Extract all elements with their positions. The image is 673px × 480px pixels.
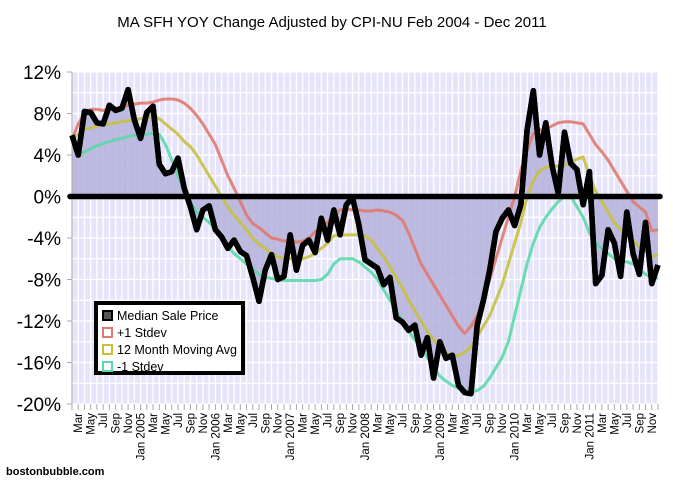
x-tick-label: Sep xyxy=(559,413,571,433)
x-tick-label: Mar xyxy=(73,413,85,433)
series-line--1-stdev xyxy=(70,97,659,335)
x-tick-label: Sep xyxy=(111,413,123,433)
x-tick-label: Mar xyxy=(372,413,384,433)
y-tick-label: 8% xyxy=(34,105,62,126)
x-tick-label: Nov xyxy=(348,413,360,434)
legend-swatch xyxy=(102,310,113,321)
x-tick-label: Jul xyxy=(472,413,484,428)
legend-label: -1 Stdev xyxy=(117,360,164,374)
x-tick-label: Nov xyxy=(198,413,210,434)
x-tick-label: Mar xyxy=(522,413,534,433)
legend-swatch xyxy=(102,361,113,372)
x-tick-label: May xyxy=(161,413,173,435)
y-tick-label: 12% xyxy=(23,63,61,84)
x-tick-label: Nov xyxy=(422,413,434,434)
legend-swatch xyxy=(102,327,113,338)
x-tick-label: May xyxy=(460,413,472,435)
y-tick-label: -16% xyxy=(17,354,61,375)
x-tick-label: Jan 2008 xyxy=(360,413,372,460)
x-tick-label: Jan 2006 xyxy=(210,413,222,460)
legend-label: Median Sale Price xyxy=(117,309,218,323)
legend-swatch xyxy=(102,344,113,355)
y-tick-label: -8% xyxy=(27,271,61,292)
y-tick-label: -20% xyxy=(17,395,61,416)
x-tick-label: Jul xyxy=(173,413,185,428)
x-tick-label: Jul xyxy=(622,413,634,428)
x-tick-label: Nov xyxy=(647,413,659,434)
x-tick-label: May xyxy=(535,413,547,435)
x-tick-label: Nov xyxy=(497,413,509,434)
x-tick-label: Jul xyxy=(323,413,335,428)
series-line--1-stdev xyxy=(70,131,659,394)
x-tick-label: Jul xyxy=(98,413,110,428)
x-tick-label: Sep xyxy=(634,413,646,433)
y-tick-label: -12% xyxy=(17,312,61,333)
x-tick-label: Jul xyxy=(547,413,559,428)
x-tick-label: Jan 2010 xyxy=(510,413,522,460)
x-tick-label: Sep xyxy=(335,413,347,433)
x-tick-label: Sep xyxy=(185,413,197,433)
x-tick-label: May xyxy=(609,413,621,435)
chart-title: MA SFH YOY Change Adjusted by CPI-NU Feb… xyxy=(117,14,546,31)
x-tick-label: Mar xyxy=(298,413,310,433)
legend-label: 12 Month Moving Avg xyxy=(117,343,237,357)
x-tick-label: Mar xyxy=(597,413,609,433)
x-tick-label: Mar xyxy=(148,413,160,433)
x-tick-label: May xyxy=(310,413,322,435)
x-tick-label: Sep xyxy=(410,413,422,433)
x-tick-label: Mar xyxy=(223,413,235,433)
legend-box xyxy=(94,301,245,375)
y-tick-label: 0% xyxy=(34,188,62,209)
x-tick-label: Sep xyxy=(485,413,497,433)
x-tick-label: Nov xyxy=(123,413,135,434)
x-tick-label: Nov xyxy=(572,413,584,434)
x-tick-label: Mar xyxy=(447,413,459,433)
x-tick-label: Jan 2011 xyxy=(584,413,596,459)
x-tick-label: Jan 2009 xyxy=(435,413,447,460)
x-tick-label: Jan 2005 xyxy=(136,413,148,460)
x-tick-label: Sep xyxy=(260,413,272,433)
x-tick-label: May xyxy=(235,413,247,435)
credit-text: bostonbubble.com xyxy=(6,466,105,478)
legend-label: +1 Stdev xyxy=(117,326,167,340)
median-area-fill xyxy=(72,89,658,394)
y-tick-label: 4% xyxy=(34,146,62,167)
x-tick-label: May xyxy=(86,413,98,435)
series-line-median-sale-price-top xyxy=(69,86,661,397)
x-tick-label: Jan 2007 xyxy=(285,413,297,460)
x-tick-label: Nov xyxy=(273,413,285,434)
x-tick-label: Jul xyxy=(248,413,260,428)
y-tick-label: -4% xyxy=(27,229,61,250)
x-tick-label: May xyxy=(385,413,397,435)
x-tick-label: Jul xyxy=(397,413,409,428)
